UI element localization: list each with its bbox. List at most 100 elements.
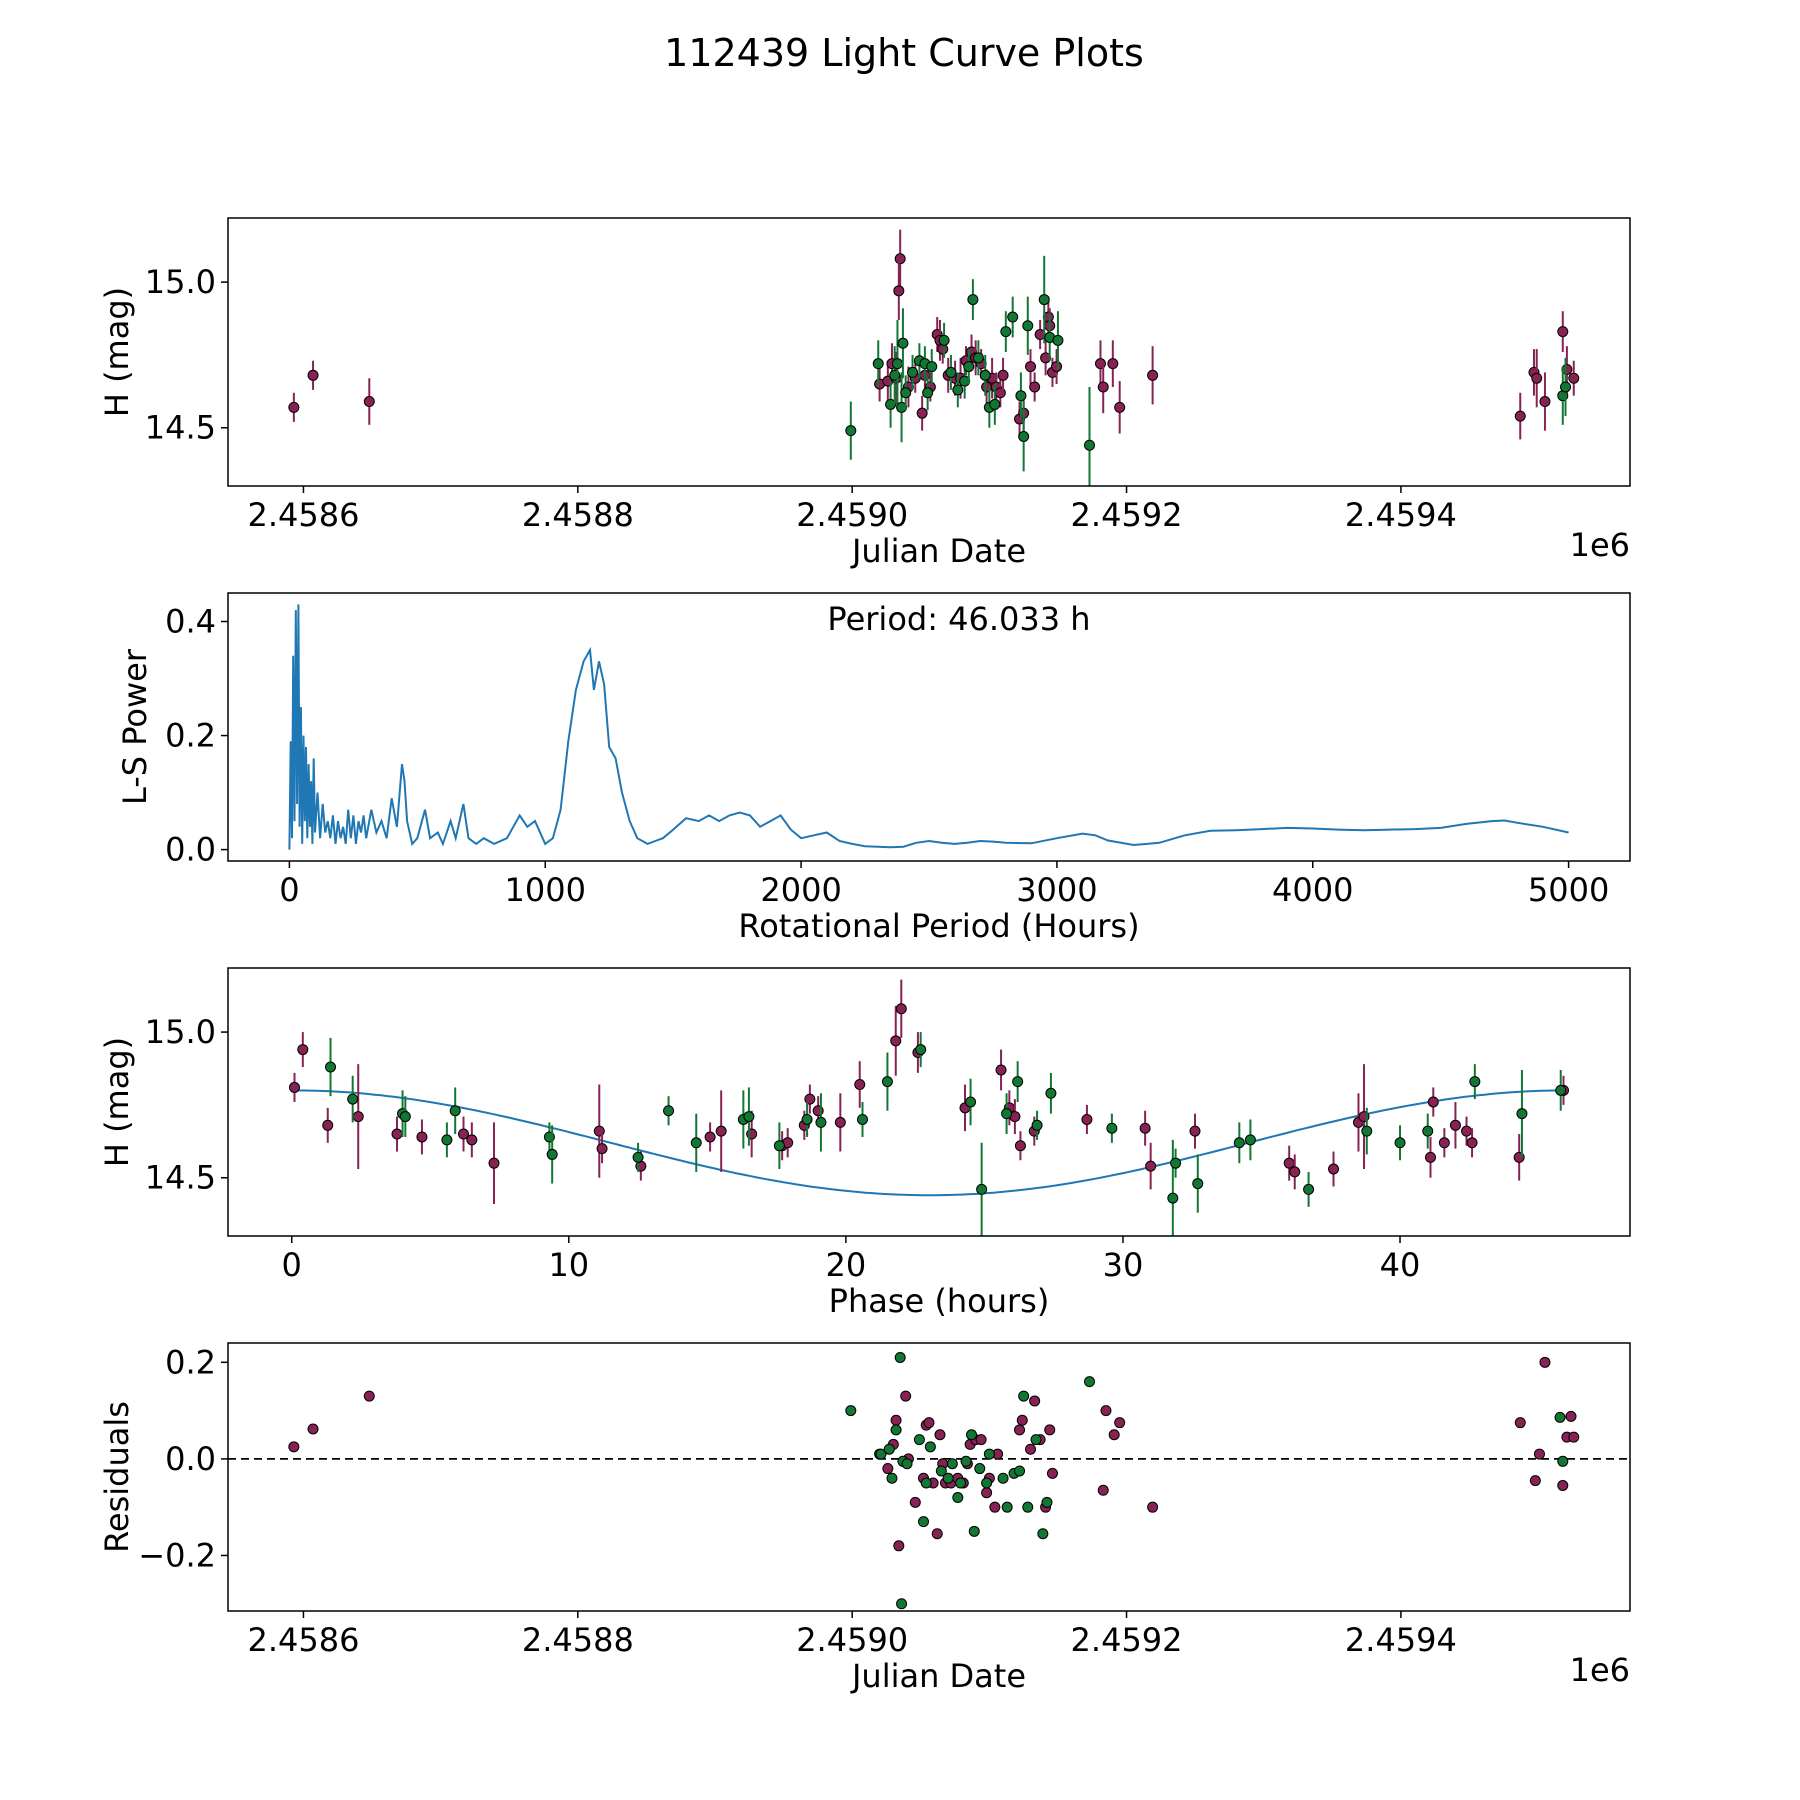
data-point	[1469, 1076, 1481, 1088]
data-point	[972, 352, 984, 364]
data-point	[1427, 1096, 1439, 1108]
data-point	[1022, 320, 1034, 332]
residuals-x-axis-label: Julian Date	[850, 1657, 1026, 1695]
light-curve-x-tick-label: 2.4586	[247, 496, 359, 534]
data-point	[307, 1423, 319, 1435]
periodogram-panel: 0 1000 2000 3000 4000 5000 0.0 0.2 0.4 Rotational…	[116, 592, 1631, 945]
data-point	[391, 1128, 403, 1140]
data-point	[1461, 1125, 1473, 1137]
light-curve-offset-label: 1e6	[1570, 526, 1630, 564]
data-point	[1555, 1084, 1567, 1096]
data-point	[981, 1487, 993, 1499]
data-point	[1018, 1390, 1030, 1402]
data-point	[1233, 1137, 1245, 1149]
data-point	[897, 337, 909, 349]
residuals-offset-label: 1e6	[1570, 1651, 1630, 1689]
data-point	[934, 1429, 946, 1441]
data-point	[1045, 1087, 1057, 1099]
data-point	[1449, 1119, 1461, 1131]
data-point	[1044, 1424, 1056, 1436]
data-point	[288, 401, 300, 413]
data-point	[1052, 334, 1064, 346]
phased-light-curve-panel: 0 10 20 30 40 14.5 15.0 Phase (hours) H (mag)	[98, 967, 1631, 1320]
data-point	[995, 1064, 1007, 1076]
data-point	[1514, 410, 1526, 422]
data-point	[1529, 1475, 1541, 1487]
data-point	[997, 1472, 1009, 1484]
data-point	[1422, 1125, 1434, 1137]
data-point	[458, 1128, 470, 1140]
data-point	[997, 369, 1009, 381]
data-point	[967, 294, 979, 306]
data-point	[845, 425, 857, 437]
light-curve-x-axis-label: Julian Date	[850, 532, 1026, 570]
data-point	[1568, 1431, 1580, 1443]
data-point	[854, 1079, 866, 1091]
period-annotation: Period: 46.033 h	[827, 600, 1090, 638]
data-point	[1001, 1501, 1013, 1513]
data-point	[845, 1405, 857, 1417]
periodogram-y-axis-label: L-S Power	[116, 648, 154, 805]
residuals-x-tick-label: 2.4592	[1071, 1621, 1183, 1659]
data-point	[1361, 1125, 1373, 1137]
data-point	[1025, 361, 1037, 373]
periodogram-x-axis-label: Rotational Period (Hours)	[738, 907, 1139, 945]
data-point	[834, 1116, 846, 1128]
data-point	[1051, 361, 1063, 373]
data-point	[307, 369, 319, 381]
data-point	[773, 1140, 785, 1152]
fit-curve	[291, 1089, 1568, 1197]
phased-light-curve-x-tick-label: 20	[826, 1246, 867, 1284]
data-point	[890, 1414, 902, 1426]
data-point	[704, 1131, 716, 1143]
data-point	[983, 1448, 995, 1460]
data-point	[923, 1417, 935, 1429]
data-point	[1568, 372, 1580, 384]
data-point	[1425, 1151, 1437, 1163]
data-point	[979, 369, 991, 381]
data-point	[593, 1125, 605, 1137]
data-point	[974, 1463, 986, 1475]
data-point	[891, 358, 903, 370]
data-point	[989, 398, 1001, 410]
data-point	[1029, 381, 1041, 393]
data-point	[1189, 1125, 1201, 1137]
light-curve-frame	[227, 217, 1631, 487]
data-point	[1394, 1137, 1406, 1149]
residuals-x-tick-label: 2.4590	[796, 1621, 908, 1659]
data-point	[363, 1390, 375, 1402]
light-curve-y-tick-label: 15.0	[145, 263, 216, 301]
data-point	[1081, 1113, 1093, 1125]
data-point	[946, 1458, 958, 1470]
data-point	[1014, 1465, 1026, 1477]
data-point	[1192, 1178, 1204, 1190]
phased-light-curve-y-tick-label: 14.5	[145, 1159, 216, 1197]
periodogram-x-tick-label: 1000	[505, 871, 586, 909]
data-point	[1038, 294, 1050, 306]
data-point	[918, 1516, 930, 1528]
residuals-x-tick-label: 2.4586	[247, 1621, 359, 1659]
data-point	[1533, 1448, 1545, 1460]
data-point	[890, 1035, 902, 1047]
data-point	[1170, 1157, 1182, 1169]
data-point	[857, 1113, 869, 1125]
data-point	[1557, 1479, 1569, 1491]
data-point	[1438, 1137, 1450, 1149]
phased-light-curve-x-tick-label: 10	[548, 1246, 589, 1284]
data-point	[1289, 1166, 1301, 1178]
data-point	[1114, 401, 1126, 413]
residuals-frame	[227, 1342, 1631, 1612]
data-point	[952, 384, 964, 396]
data-point	[893, 1540, 905, 1552]
data-point	[913, 1434, 925, 1446]
data-point	[886, 1472, 898, 1484]
data-point	[938, 334, 950, 346]
data-point	[1031, 1119, 1043, 1131]
data-point	[989, 1501, 1001, 1513]
data-point	[1565, 1410, 1577, 1422]
periodogram-y-tick-label: 0.0	[165, 831, 216, 869]
data-point	[968, 1525, 980, 1537]
data-point	[1037, 1528, 1049, 1540]
data-point	[920, 1477, 932, 1489]
data-point	[900, 387, 912, 399]
